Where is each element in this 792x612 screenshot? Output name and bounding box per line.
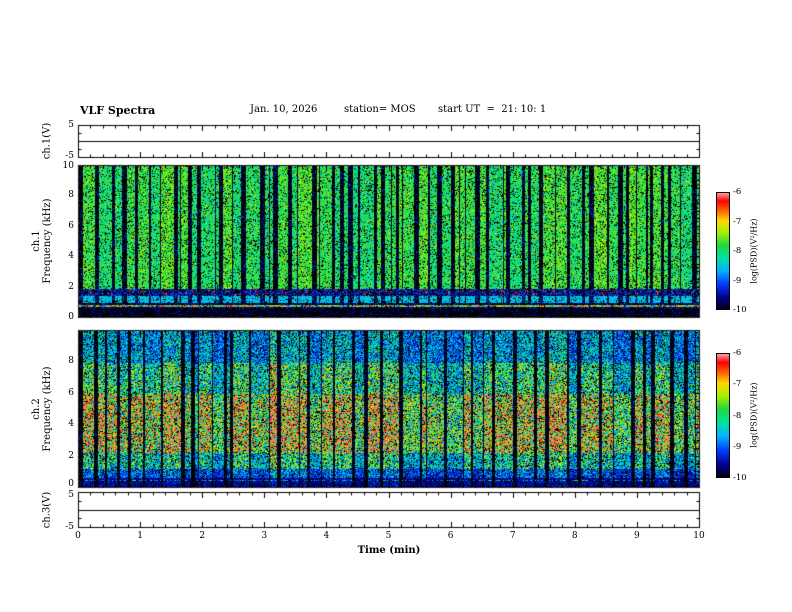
tick-label: 2 (68, 281, 74, 292)
tick-label: 5 (68, 120, 74, 130)
tick-label: 10 (693, 531, 705, 541)
spec1-channel-label: ch.1 (31, 230, 42, 252)
tick-label: 2 (68, 450, 74, 461)
tick-label: 6 (68, 220, 74, 231)
tick-label: 6 (447, 531, 454, 541)
tick-label: -8 (733, 410, 742, 421)
tick-label: -5 (65, 151, 74, 161)
tick-label: 9 (634, 531, 640, 541)
spec1-axis-label: ch.1 Frequency (kHz) (31, 198, 53, 283)
tick-label: 3 (261, 531, 268, 541)
tick-label: 0 (68, 479, 74, 489)
tick-label: -6 (733, 187, 742, 197)
tick-label: 4 (323, 531, 330, 541)
tick-label: 1 (137, 531, 143, 541)
tick-label: -7 (733, 379, 742, 390)
tick-label: -9 (733, 275, 742, 286)
tick-label: -10 (733, 305, 747, 315)
ch1v-axis-label: ch.1(V) (41, 122, 53, 160)
ch2-spectrogram-heatmap (79, 331, 699, 487)
figure-title: VLF Spectra (80, 104, 156, 117)
tick-label: 6 (68, 387, 74, 398)
tick-label: -5 (65, 522, 74, 532)
tick-label: 0 (75, 531, 81, 541)
spec1-frequency-label: Frequency (kHz) (42, 198, 53, 284)
tick-label: -6 (733, 348, 742, 358)
time-axis-label: Time (min) (357, 545, 421, 556)
start-ut-label: start UT = 21: 10: 1 (438, 104, 547, 115)
tick-label: 5 (385, 531, 392, 541)
tick-label: -8 (733, 246, 742, 256)
tick-label: 4 (68, 419, 74, 430)
tick-label: 8 (571, 531, 578, 541)
tick-label: 4 (68, 251, 74, 262)
tick-label: 8 (68, 356, 74, 367)
tick-label: 7 (509, 531, 516, 541)
ch1-spectrogram-heatmap (79, 166, 699, 317)
tick-label: 0 (68, 312, 74, 322)
tick-label: 8 (68, 190, 74, 201)
tick-label: -9 (733, 441, 742, 452)
spec2-axis-label: ch.2 Frequency (kHz) (31, 366, 53, 451)
ch3v-axis-label: ch.3(V) (41, 491, 53, 529)
tick-label: 10 (62, 161, 74, 171)
colorbar-1-title: log(PSD)(V²/Hz) (749, 218, 759, 284)
spec2-channel-label: ch.2 (31, 398, 42, 420)
colorbar-2-title: log(PSD)(V²/Hz) (749, 382, 759, 448)
colorbar-1 (716, 192, 730, 310)
tick-label: 2 (199, 531, 206, 541)
tick-label: 5 (68, 490, 74, 500)
tick-label: -7 (733, 216, 742, 227)
tick-label: -10 (733, 473, 747, 483)
station-label: station= MOS (344, 104, 416, 115)
spec2-frequency-label: Frequency (kHz) (42, 366, 53, 452)
colorbar-2 (716, 353, 730, 478)
date-label: Jan. 10, 2026 (250, 104, 318, 115)
